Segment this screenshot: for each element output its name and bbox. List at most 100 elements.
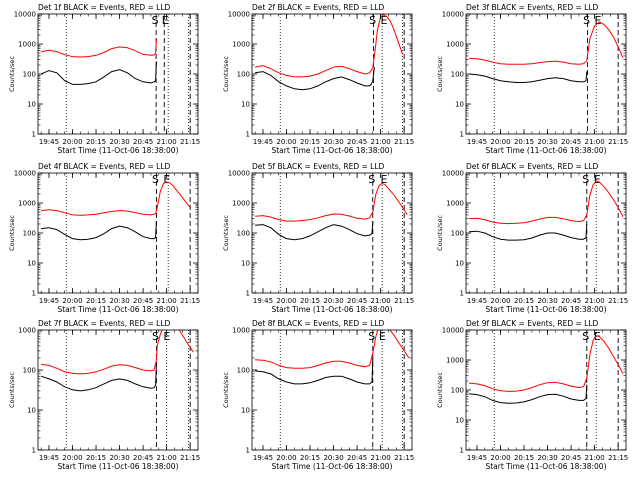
- y-tick-label: 10: [455, 260, 464, 268]
- marker-label-s: S: [582, 173, 589, 186]
- panel-title: Det 4f BLACK = Events, RED = LLD: [38, 162, 171, 171]
- y-tick-label: 1000: [232, 200, 250, 208]
- y-axis-label: Counts/sec: [436, 56, 444, 92]
- marker-label-s: S: [152, 14, 159, 27]
- marker-label-e: E: [379, 330, 386, 343]
- panel-title: Det 3f BLACK = Events, RED = LLD: [466, 3, 599, 12]
- series-line-lld: [469, 21, 624, 65]
- x-tick-label: 20:30: [537, 297, 557, 305]
- y-tick-label: 100: [451, 387, 464, 395]
- plot-frame: [37, 329, 199, 451]
- y-tick-label: 1000: [446, 41, 464, 49]
- x-axis-label: Start Time (11-Oct-06 18:38:00): [485, 462, 606, 471]
- series-line-events: [40, 362, 157, 392]
- marker-label-s: S: [583, 14, 590, 27]
- series-line-events: [469, 71, 588, 83]
- series-line-lld: [41, 330, 194, 375]
- series-line-events: [41, 221, 157, 241]
- x-tick-label: 21:00: [371, 138, 391, 146]
- x-tick-label: 21:00: [157, 297, 177, 305]
- x-tick-label: 21:00: [585, 138, 605, 146]
- marker-label-s: S: [368, 330, 375, 343]
- marker-label-e: E: [381, 14, 388, 27]
- series-line-events: [469, 223, 588, 241]
- y-tick-label: 100: [451, 71, 464, 79]
- y-tick-label: 100: [237, 230, 250, 238]
- y-tick-label: 1000: [446, 357, 464, 365]
- series-line-events: [255, 357, 374, 385]
- x-axis-label: Start Time (11-Oct-06 18:38:00): [485, 305, 606, 314]
- y-tick-label: 1: [32, 447, 36, 455]
- x-tick-label: 21:15: [608, 138, 628, 146]
- detector-panel-2: Det 2f BLACK = Events, RED = LLD S E 1 10 100…: [222, 3, 414, 155]
- y-tick-label: 10000: [228, 11, 250, 19]
- x-tick-label: 20:45: [133, 297, 153, 305]
- x-tick-label: 20:45: [561, 297, 581, 305]
- x-tick-label: 20:30: [537, 454, 557, 462]
- y-tick-label: 10: [27, 407, 36, 415]
- x-tick-label: 20:30: [537, 138, 557, 146]
- x-tick-label: 20:15: [300, 297, 320, 305]
- x-tick-label: 20:30: [323, 454, 343, 462]
- x-tick-label: 19:45: [253, 138, 273, 146]
- x-tick-label: 20:45: [347, 454, 367, 462]
- y-tick-label: 100: [451, 230, 464, 238]
- marker-label-s: S: [582, 330, 589, 343]
- x-tick-label: 20:00: [276, 138, 296, 146]
- x-tick-label: 21:15: [394, 297, 414, 305]
- panel-title: Det 6f BLACK = Events, RED = LLD: [466, 162, 599, 171]
- x-tick-label: 20:00: [490, 138, 510, 146]
- x-tick-label: 20:00: [276, 297, 296, 305]
- y-tick-label: 10: [27, 260, 36, 268]
- y-tick-label: 1: [32, 131, 36, 139]
- x-tick-label: 20:45: [347, 138, 367, 146]
- marker-label-s: S: [368, 173, 375, 186]
- x-tick-label: 20:30: [323, 297, 343, 305]
- plot-frame: [251, 172, 413, 294]
- y-tick-label: 10: [241, 407, 250, 415]
- detector-panel-8: Det 8f BLACK = Events, RED = LLD S E 1 10 100…: [222, 319, 414, 471]
- y-tick-label: 1: [460, 131, 464, 139]
- x-tick-label: 20:15: [86, 297, 106, 305]
- panel-title: Det 1f BLACK = Events, RED = LLD: [38, 3, 171, 12]
- x-tick-label: 21:15: [394, 138, 414, 146]
- series-line-events: [255, 221, 374, 241]
- x-tick-label: 20:15: [514, 454, 534, 462]
- marker-label-e: E: [595, 14, 602, 27]
- x-tick-label: 21:15: [180, 454, 200, 462]
- series-line-events: [255, 67, 375, 91]
- y-tick-label: 1000: [18, 327, 36, 335]
- x-tick-label: 20:30: [109, 454, 129, 462]
- y-tick-label: 1000: [18, 41, 36, 49]
- marker-label-e: E: [162, 14, 169, 27]
- y-tick-label: 100: [23, 71, 36, 79]
- y-tick-label: 10: [455, 417, 464, 425]
- marker-label-e: E: [594, 173, 601, 186]
- marker-label-s: S: [152, 173, 159, 186]
- x-tick-label: 19:45: [467, 454, 487, 462]
- x-tick-label: 20:00: [62, 297, 82, 305]
- x-tick-label: 21:00: [585, 297, 605, 305]
- x-tick-label: 20:00: [62, 138, 82, 146]
- plot-frame: [37, 13, 199, 135]
- x-tick-label: 21:00: [157, 454, 177, 462]
- y-tick-label: 100: [237, 71, 250, 79]
- x-tick-label: 21:00: [585, 454, 605, 462]
- x-tick-label: 20:00: [490, 297, 510, 305]
- plot-frame: [465, 13, 627, 135]
- detector-panel-1: Det 1f BLACK = Events, RED = LLD S E 1 10 100…: [8, 3, 200, 155]
- panel-title: Det 2f BLACK = Events, RED = LLD: [252, 3, 385, 12]
- y-tick-label: 1: [460, 447, 464, 455]
- x-tick-label: 19:45: [253, 454, 273, 462]
- y-tick-label: 1000: [232, 41, 250, 49]
- series-line-events: [40, 61, 158, 85]
- x-tick-label: 21:00: [371, 454, 391, 462]
- series-line-lld: [41, 39, 158, 58]
- y-tick-label: 1: [32, 290, 36, 298]
- detector-panel-6: Det 6f BLACK = Events, RED = LLD S E 1 10 100…: [436, 162, 628, 314]
- y-tick-label: 1000: [232, 327, 250, 335]
- x-tick-label: 20:15: [300, 138, 320, 146]
- x-tick-label: 20:30: [323, 138, 343, 146]
- y-axis-label: Counts/sec: [436, 372, 444, 408]
